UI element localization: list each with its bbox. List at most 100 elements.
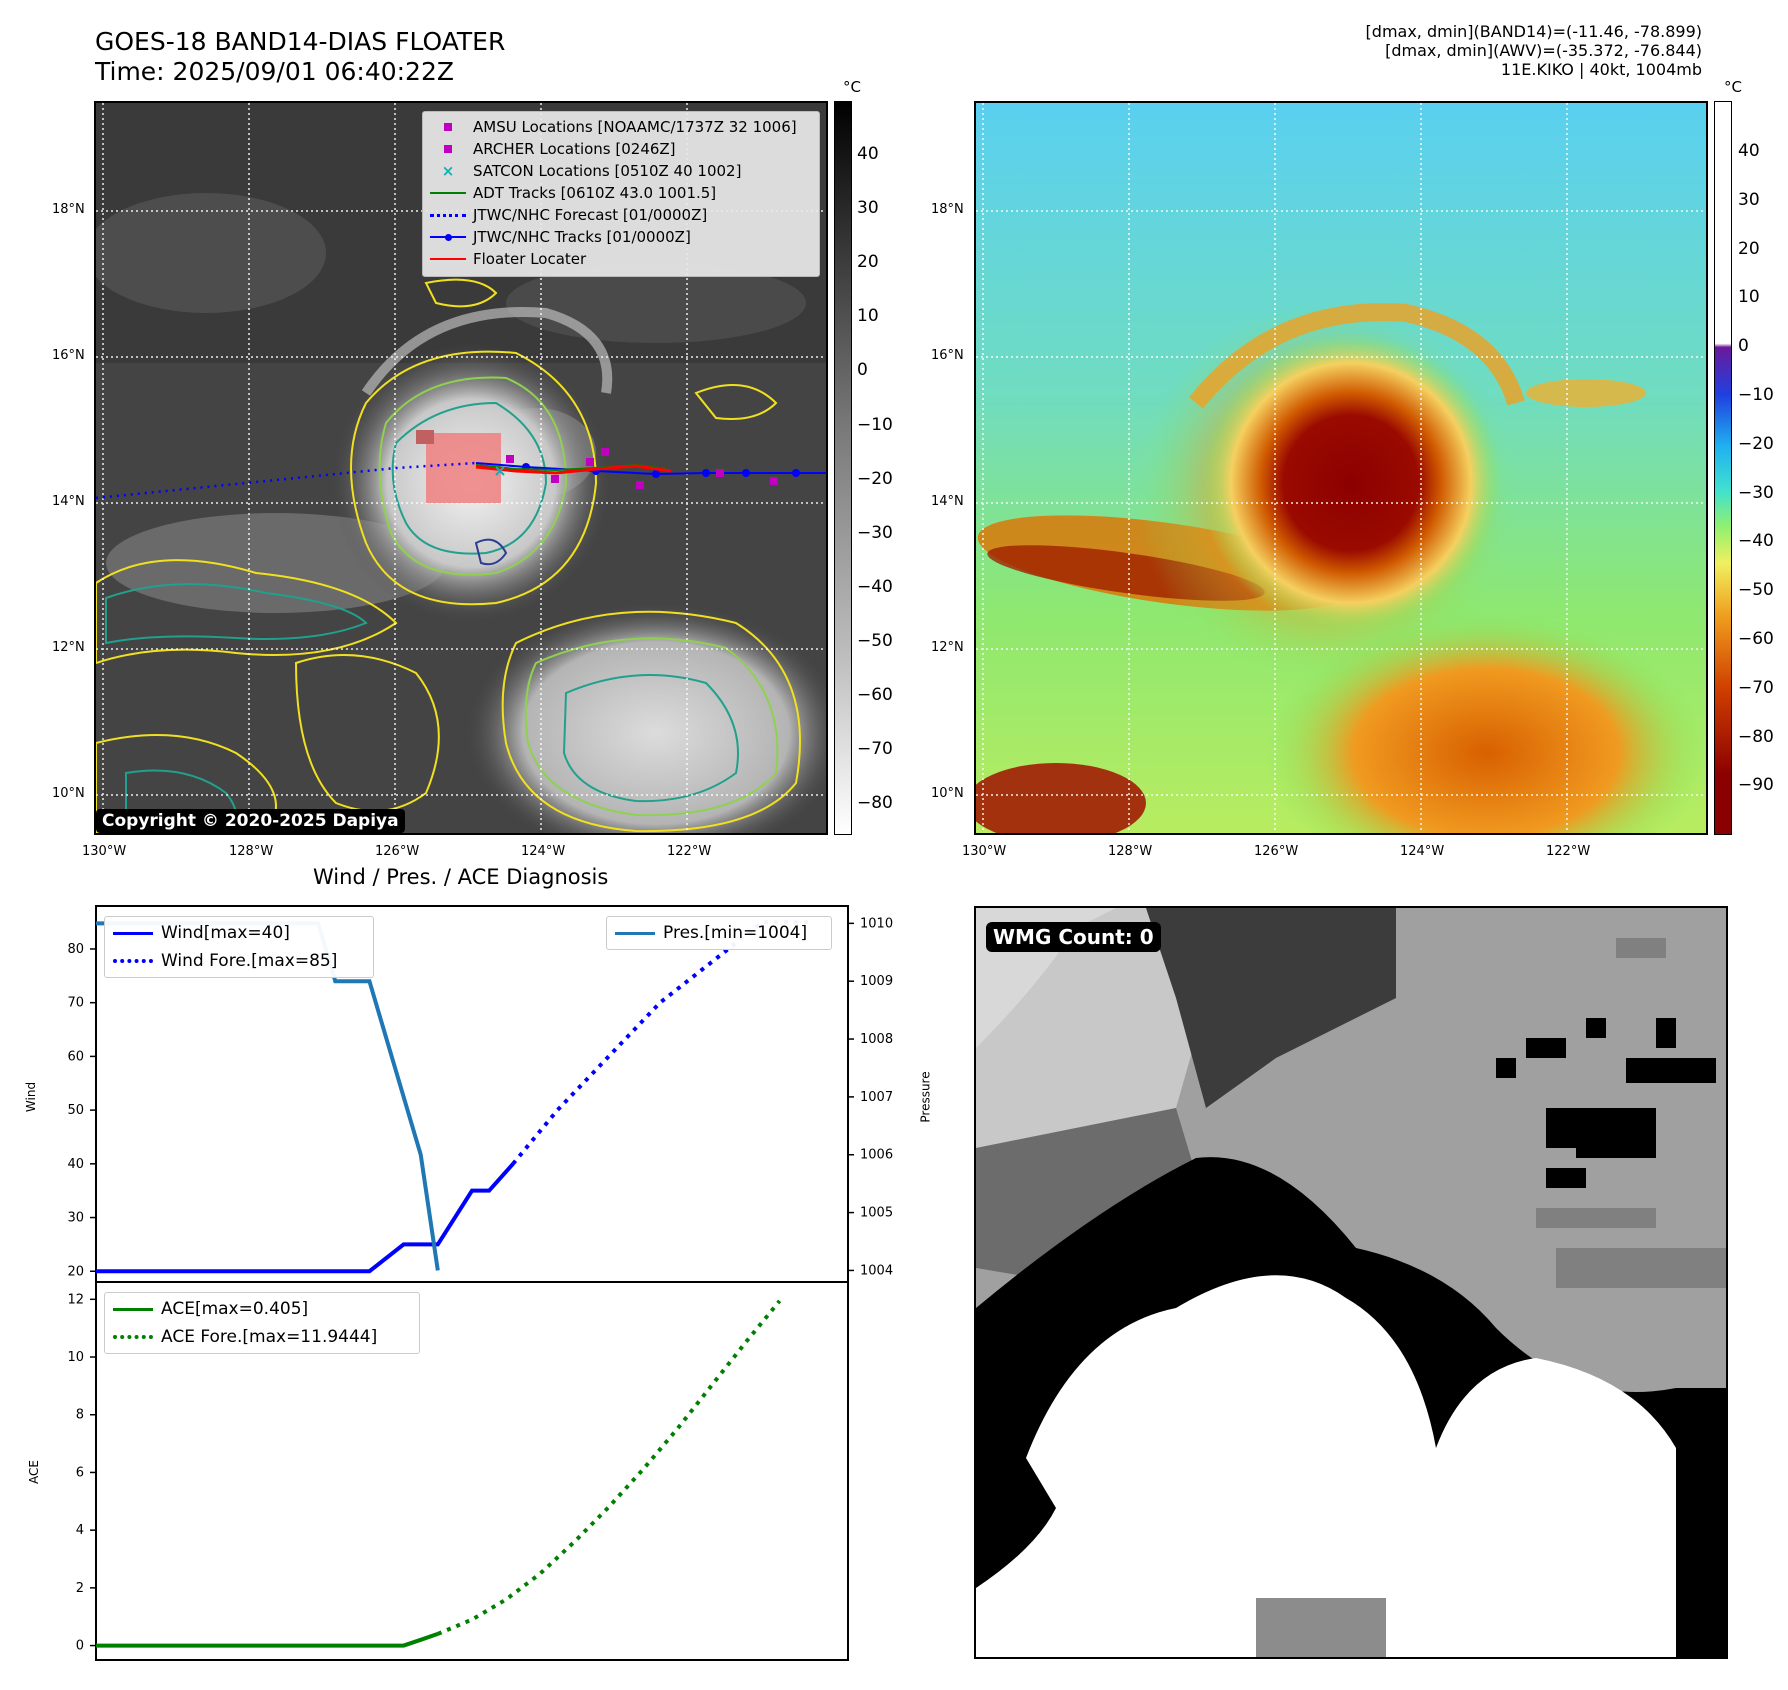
lat-label-16n-right: 16°N <box>931 348 964 363</box>
lon-label-126w: 126°W <box>375 844 420 859</box>
wind-observed-line <box>96 1162 515 1274</box>
colorbar-tick-label: −80 <box>857 793 893 814</box>
lon-label-128w: 128°W <box>229 844 274 859</box>
wind-legend: Wind[max=40] Wind Fore.[max=85] <box>104 916 374 978</box>
ace-observed-line <box>96 1631 439 1648</box>
colorbar-tick-label: −20 <box>857 468 893 489</box>
pressure-axis-tick-label: 1005 <box>860 1206 893 1221</box>
pressure-axis-tick-label: 1006 <box>860 1148 893 1163</box>
colorbar-tick-label: −60 <box>1738 629 1774 649</box>
lon-label-126w-right: 126°W <box>1254 844 1299 859</box>
info-line-2: [dmax, dmin](AWV)=(-35.372, -76.844) <box>1385 41 1702 60</box>
ace-axis-tick-label: 2 <box>76 1581 84 1596</box>
lat-label-18n-right: 18°N <box>931 202 964 217</box>
storm-info: [dmax, dmin](BAND14)=(-11.46, -78.899) [… <box>1366 22 1702 79</box>
legend-item-floater: Floater Locater <box>423 248 586 270</box>
pressure-axis-label: Pressure <box>918 1071 933 1123</box>
colorbar-right-unit: °C <box>1724 78 1742 96</box>
colorbar-tick-label: −10 <box>857 414 893 435</box>
wind-axis-tick-label: 20 <box>67 1264 84 1279</box>
colorbar-right <box>1714 101 1732 835</box>
square-marker-icon <box>423 123 473 131</box>
ace-axis-tick-label: 6 <box>76 1465 84 1480</box>
pressure-axis-tick-label: 1008 <box>860 1032 893 1047</box>
copyright-label: Copyright © 2020-2025 Dapiya <box>96 809 405 833</box>
pressure-axis-tick-label: 1004 <box>860 1263 893 1278</box>
legend-item-forecast: JTWC/NHC Forecast [01/0000Z] <box>423 204 707 226</box>
lat-label-14n-right: 14°N <box>931 494 964 509</box>
ace-axis-tick-label: 12 <box>67 1292 84 1307</box>
wmg-imagery <box>976 908 1726 1657</box>
lon-label-130w-right: 130°W <box>962 844 1007 859</box>
wmg-panel: WMG Count: 0 <box>974 906 1728 1659</box>
colorbar-tick-label: 20 <box>857 252 879 273</box>
enhanced-map-panel <box>974 101 1708 835</box>
colorbar-tick-label: 10 <box>1738 287 1760 308</box>
colorbar-tick-label: 20 <box>1738 238 1760 259</box>
title-line-1: GOES-18 BAND14-DIAS FLOATER <box>95 27 506 56</box>
colorbar-tick-label: 40 <box>857 144 879 164</box>
diagnosis-title: Wind / Pres. / ACE Diagnosis <box>313 865 609 889</box>
lon-label-124w: 124°W <box>521 844 566 859</box>
ir-map-panel: Copyright © 2020-2025 Dapiya AMSU Locati… <box>94 101 828 835</box>
pressure-axis-tick-label: 1007 <box>860 1090 893 1105</box>
colorbar-tick-label: −50 <box>1738 580 1774 601</box>
lat-label-10n-right: 10°N <box>931 786 964 801</box>
legend-item-amsu: AMSU Locations [NOAAMC/1737Z 32 1006] <box>423 116 797 138</box>
colorbar-tick-label: −80 <box>1738 726 1774 747</box>
colorbar-tick-label: 30 <box>857 198 879 219</box>
pressure-axis-tick-label: 1009 <box>860 974 893 989</box>
figure-title: GOES-18 BAND14-DIAS FLOATER Time: 2025/0… <box>95 27 505 87</box>
enhanced-imagery <box>976 103 1706 833</box>
wind-axis-tick-label: 50 <box>67 1103 84 1118</box>
wind-axis-tick-label: 80 <box>67 942 84 957</box>
colorbar-tick-label: 30 <box>1738 189 1760 210</box>
solid-line-icon <box>105 931 161 935</box>
legend-item-satcon: × SATCON Locations [0510Z 40 1002] <box>423 160 742 182</box>
colorbar-tick-label: −20 <box>1738 433 1774 454</box>
solid-line-icon <box>423 258 473 260</box>
lat-label-12n-right: 12°N <box>931 640 964 655</box>
title-line-2: Time: 2025/09/01 06:40:22Z <box>95 57 454 86</box>
lat-label-14n: 14°N <box>52 494 85 509</box>
wind-axis-label: Wind <box>24 1081 39 1113</box>
wind-axis-tick-label: 30 <box>67 1211 84 1226</box>
colorbar-tick-label: −40 <box>1738 531 1774 552</box>
lon-label-122w: 122°W <box>667 844 712 859</box>
legend-ace-fore: ACE Fore.[max=11.9444] <box>105 1323 419 1351</box>
lat-label-10n: 10°N <box>52 786 85 801</box>
ace-axis-tick-label: 4 <box>76 1523 84 1538</box>
lat-label-12n: 12°N <box>52 640 85 655</box>
wind-forecast-line <box>511 920 814 1166</box>
colorbar-tick-label: 0 <box>1738 336 1749 357</box>
lon-label-128w-right: 128°W <box>1108 844 1153 859</box>
wmg-count-badge: WMG Count: 0 <box>986 922 1161 952</box>
square-marker-icon <box>423 145 473 153</box>
solid-line-icon <box>105 1307 161 1311</box>
wind-axis-tick-label: 40 <box>67 1157 84 1172</box>
ace-axis-label: ACE <box>26 1460 41 1484</box>
ace-axis-tick-label: 0 <box>76 1639 84 1654</box>
pressure-axis-tick-label: 1010 <box>860 916 893 931</box>
legend-wind: Wind[max=40] <box>105 919 373 947</box>
colorbar-tick-label: −30 <box>857 522 893 543</box>
legend-item-adt: ADT Tracks [0610Z 43.0 1001.5] <box>423 182 716 204</box>
ace-axis-tick-label: 10 <box>67 1350 84 1365</box>
colorbar-tick-label: −90 <box>1738 775 1774 796</box>
legend-item-tracks: JTWC/NHC Tracks [01/0000Z] <box>423 226 691 248</box>
ace-legend: ACE[max=0.405] ACE Fore.[max=11.9444] <box>104 1292 420 1354</box>
info-line-3: 11E.KIKO | 40kt, 1004mb <box>1500 60 1702 79</box>
colorbar-tick-label: 0 <box>857 360 868 381</box>
ace-forecast-line <box>437 1299 782 1636</box>
colorbar-tick-label: −60 <box>857 685 893 705</box>
dotted-line-icon <box>423 213 473 217</box>
dotted-line-icon <box>105 1335 161 1339</box>
legend-item-archer: ARCHER Locations [0246Z] <box>423 138 676 160</box>
lat-label-18n: 18°N <box>52 202 85 217</box>
colorbar-tick-label: 10 <box>857 306 879 327</box>
colorbar-tick-label: 40 <box>1738 141 1760 161</box>
map-legend: AMSU Locations [NOAAMC/1737Z 32 1006] AR… <box>422 111 820 277</box>
legend-pres: Pres.[min=1004] <box>607 919 831 947</box>
wind-axis-tick-label: 70 <box>67 996 84 1011</box>
ace-axis-tick-label: 8 <box>76 1408 84 1423</box>
